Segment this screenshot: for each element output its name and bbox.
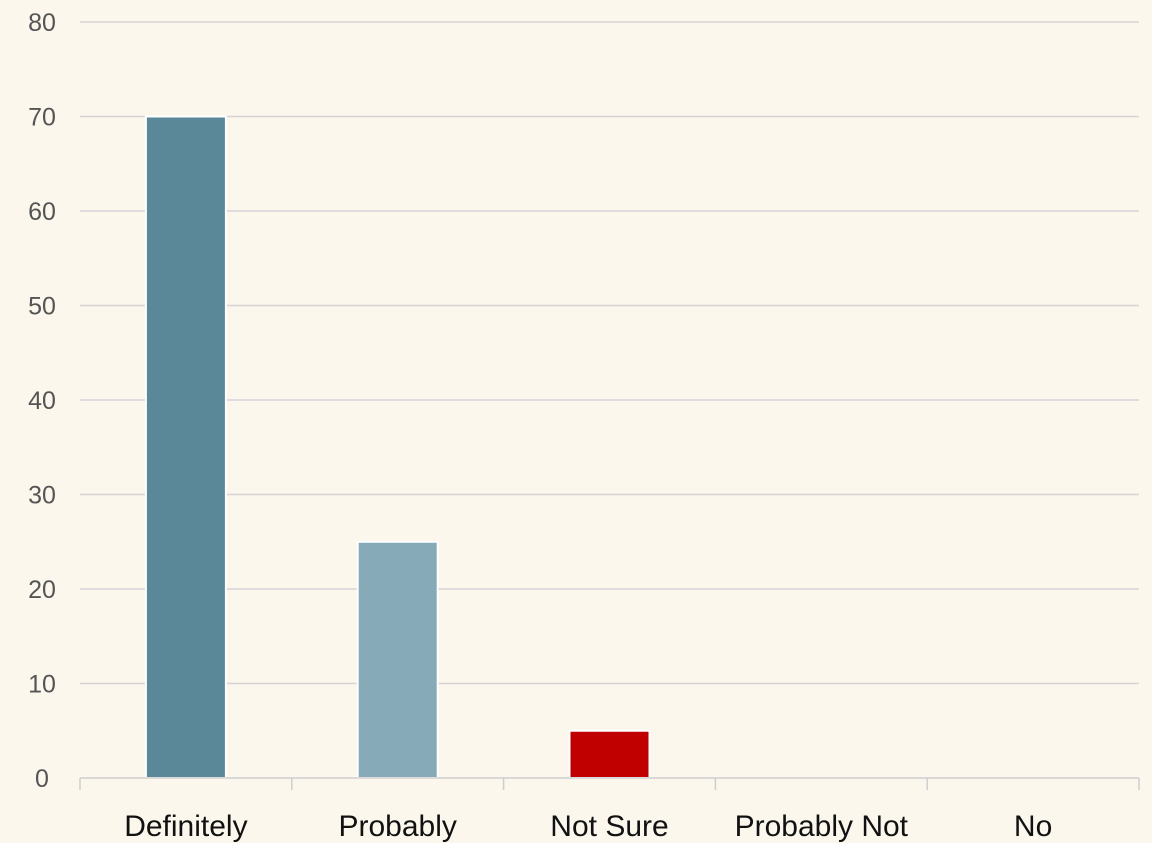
y-tick-label-80: 80 — [28, 9, 56, 37]
y-tick-label-40: 40 — [28, 387, 56, 415]
x-tick-label-probably: Probably — [338, 810, 456, 843]
y-tick-label-50: 50 — [28, 293, 56, 321]
bar-probably — [356, 540, 439, 779]
y-tick-label-70: 70 — [28, 104, 56, 132]
x-tick-label-probably-not: Probably Not — [735, 810, 909, 843]
gridlines — [80, 21, 1139, 685]
x-tick-label-not-sure: Not Sure — [550, 810, 668, 843]
y-tick-label-60: 60 — [28, 198, 56, 226]
x-axis — [79, 777, 1140, 790]
y-tick-label-0: 0 — [35, 765, 49, 793]
x-tick-label-definitely: Definitely — [124, 810, 247, 843]
x-tick-label-no: No — [1014, 810, 1052, 843]
bar-definitely — [144, 115, 227, 779]
x-tick-labels: Definitely Probably Not Sure Probably Not No — [124, 810, 1052, 843]
bar-not-sure — [568, 729, 651, 779]
bars — [144, 115, 651, 779]
y-tick-labels: 0 10 20 30 40 50 60 70 80 — [28, 9, 56, 793]
y-tick-label-10: 10 — [28, 671, 56, 699]
y-tick-label-30: 30 — [28, 482, 56, 510]
y-tick-label-20: 20 — [28, 576, 56, 604]
